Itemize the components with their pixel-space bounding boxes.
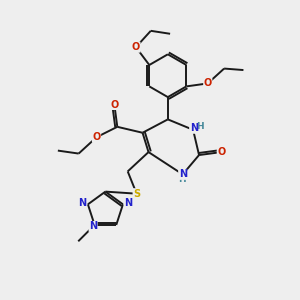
- Text: H: H: [196, 122, 203, 131]
- Text: O: O: [204, 78, 212, 88]
- Text: O: O: [92, 132, 101, 142]
- Text: N: N: [89, 221, 97, 231]
- Text: N: N: [124, 198, 132, 208]
- Text: N: N: [79, 198, 87, 208]
- Text: H: H: [178, 175, 186, 184]
- Text: N: N: [178, 169, 187, 179]
- Text: N: N: [190, 123, 198, 133]
- Text: O: O: [132, 42, 140, 52]
- Text: O: O: [217, 147, 226, 157]
- Text: S: S: [133, 189, 140, 199]
- Text: O: O: [110, 100, 118, 110]
